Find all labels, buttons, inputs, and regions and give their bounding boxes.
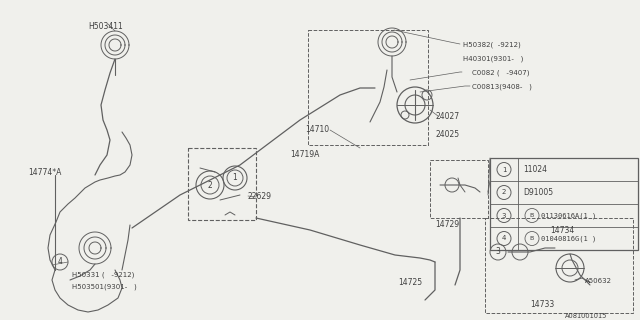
Text: 14734: 14734 bbox=[550, 226, 574, 235]
Text: 14719A: 14719A bbox=[290, 150, 319, 159]
Text: 4: 4 bbox=[502, 236, 506, 242]
Bar bbox=[430, 160, 488, 218]
Text: 24027: 24027 bbox=[435, 112, 459, 121]
Text: 14774*A: 14774*A bbox=[28, 168, 61, 177]
Bar bbox=[490, 158, 638, 250]
Text: D91005: D91005 bbox=[523, 188, 553, 197]
Text: 14710: 14710 bbox=[305, 125, 329, 134]
Text: H503411: H503411 bbox=[88, 22, 123, 31]
Text: 14725: 14725 bbox=[398, 278, 422, 287]
Text: 2: 2 bbox=[502, 189, 506, 196]
Text: 14733: 14733 bbox=[530, 300, 554, 309]
Text: A081001015: A081001015 bbox=[565, 313, 607, 319]
Text: C00813(9408-   ): C00813(9408- ) bbox=[472, 84, 532, 91]
Text: A50632: A50632 bbox=[585, 278, 612, 284]
Text: H503501(9301-   ): H503501(9301- ) bbox=[72, 284, 137, 291]
Text: 14729: 14729 bbox=[435, 220, 459, 229]
Bar bbox=[188, 148, 256, 220]
Text: 1: 1 bbox=[502, 166, 506, 172]
Text: 11024: 11024 bbox=[523, 165, 547, 174]
Text: B: B bbox=[530, 213, 534, 218]
Text: H50382(  -9212): H50382( -9212) bbox=[463, 42, 521, 49]
Text: 01040816G(1 ): 01040816G(1 ) bbox=[541, 235, 596, 242]
Text: H40301(9301-   ): H40301(9301- ) bbox=[463, 56, 524, 62]
Text: 2: 2 bbox=[207, 180, 212, 189]
Text: 3: 3 bbox=[502, 212, 506, 219]
Text: 22629: 22629 bbox=[248, 192, 272, 201]
Text: 24025: 24025 bbox=[435, 130, 459, 139]
Text: 3: 3 bbox=[495, 247, 500, 257]
Text: H50331 (   -9212): H50331 ( -9212) bbox=[72, 272, 134, 278]
Text: 01130616A(1 ): 01130616A(1 ) bbox=[541, 212, 596, 219]
Bar bbox=[308, 30, 428, 145]
Bar bbox=[485, 218, 633, 313]
Text: 4: 4 bbox=[58, 258, 63, 267]
Text: B: B bbox=[530, 236, 534, 241]
Text: C0082 (   -9407): C0082 ( -9407) bbox=[472, 70, 529, 76]
Text: 1: 1 bbox=[232, 173, 237, 182]
